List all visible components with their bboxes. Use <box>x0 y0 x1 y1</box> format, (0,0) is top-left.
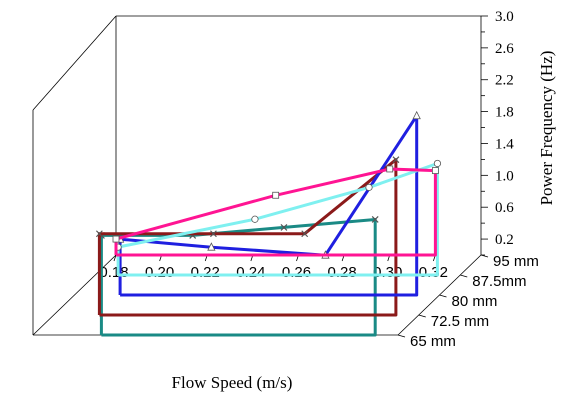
depth-label: 80 mm <box>452 293 498 310</box>
z-tick-marks <box>481 15 488 256</box>
box-edge-4 <box>32 15 117 111</box>
z-tick-label: 1.8 <box>495 105 514 121</box>
x-tick-label: 0.32 <box>419 264 448 281</box>
depth-tick-mark <box>480 254 489 258</box>
data-point <box>431 167 439 174</box>
data-point <box>365 183 373 191</box>
x-tick-label: 0.24 <box>236 264 265 281</box>
z-tick-label: 2.2 <box>495 73 514 89</box>
data-point <box>386 165 394 173</box>
data-point <box>280 224 288 231</box>
x-tick-mark <box>113 254 117 262</box>
x-tick-label: 0.20 <box>145 264 174 281</box>
depth-label: 65 mm <box>410 333 456 350</box>
x-axis-title: Flow Speed (m/s) <box>172 373 293 392</box>
data-point <box>371 216 379 223</box>
data-point <box>251 215 259 223</box>
x-tick-label: 0.28 <box>328 264 357 281</box>
data-point <box>272 191 280 199</box>
depth-tick-mark <box>460 274 468 278</box>
data-point <box>412 110 421 120</box>
x-tick-label: 0.26 <box>282 264 311 281</box>
z-tick-label: 0.2 <box>495 232 514 248</box>
depth-tick-mark <box>439 294 447 298</box>
data-point <box>210 230 217 238</box>
data-point <box>112 235 120 243</box>
data-point <box>433 159 442 168</box>
depth-labels: 65 mm 72.5 mm 80 mm 87.5mm 95 mm <box>397 253 539 350</box>
z-tick-label: 0.6 <box>495 200 514 216</box>
series-95-mm <box>112 165 439 257</box>
z-axis-title: Power Frequency (Hz) <box>537 51 556 206</box>
depth-label: 72.5 mm <box>431 313 489 330</box>
depth-tick-mark <box>418 314 426 318</box>
z-tick-label: 2.6 <box>495 41 514 57</box>
data-point <box>95 230 103 238</box>
x-tick-label: 0.22 <box>191 264 220 281</box>
z-tick-label: 1.4 <box>495 136 514 152</box>
series-group <box>95 110 442 337</box>
x-tick-label: 0.30 <box>373 264 402 281</box>
series-line <box>97 158 398 317</box>
z-tick-labels: 0.2 0.6 1.0 1.4 1.8 2.2 2.6 3.0 <box>495 9 514 248</box>
depth-label: 95 mm <box>493 253 539 270</box>
series-72-5-mm <box>95 156 400 317</box>
data-point <box>392 156 400 164</box>
data-point <box>207 242 216 251</box>
data-point <box>301 230 309 238</box>
z-tick-label: 3.0 <box>495 9 514 25</box>
z-tick-label: 1.0 <box>495 168 514 184</box>
depth-label: 87.5mm <box>472 273 526 290</box>
series-line <box>116 162 439 277</box>
series-87-5mm <box>114 159 442 277</box>
depth-tick-mark <box>397 334 406 338</box>
x-tick-label: 0.18 <box>99 264 128 281</box>
